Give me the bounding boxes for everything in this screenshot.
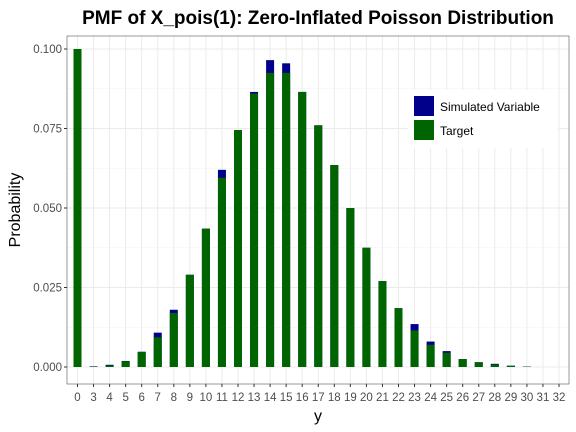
bar-target-8 [169,312,178,367]
bar-target-23 [410,330,419,367]
legend-label-target: Target [440,124,474,138]
bars [73,49,531,368]
x-tick-label: 9 [187,392,193,404]
legend: Simulated Variable Target [408,90,558,148]
bar-target-9 [185,274,194,367]
bar-target-19 [346,208,355,367]
x-tick-label: 12 [232,392,245,404]
bar-target-13 [250,93,259,368]
x-tick-label: 18 [328,392,341,404]
bar-target-15 [282,72,291,367]
x-tick-label: 26 [456,392,469,404]
x-tick-label: 28 [488,392,501,404]
x-tick-label: 21 [376,392,389,404]
y-axis-title: Probability [7,173,24,248]
y-tick-label: 0.050 [33,203,62,215]
x-tick-label: 7 [155,392,161,404]
bar-target-10 [201,228,210,367]
x-tick-label: 27 [472,392,485,404]
legend-key-target [414,120,434,140]
bar-target-0 [73,49,82,367]
x-tick-label: 13 [248,392,261,404]
bar-target-16 [298,91,307,368]
y-tick-label: 0.000 [33,362,62,374]
bar-target-11 [217,177,226,367]
x-tick-label: 14 [264,392,277,404]
bar-target-18 [330,165,339,367]
bar-target-24 [426,344,435,367]
bar-target-26 [458,359,467,367]
y-tick-label: 0.075 [33,124,62,136]
x-tick-label: 17 [312,392,325,404]
bar-target-4 [105,365,114,367]
bar-target-17 [314,125,323,367]
bar-target-7 [153,337,162,367]
x-tick-label: 15 [280,392,293,404]
x-tick-label: 0 [74,392,80,404]
x-tick-label: 5 [122,392,128,404]
bar-target-21 [378,281,387,367]
bar-target-28 [490,364,499,367]
x-axis-ticks: 0 3 4 5 6 7 8 9 10 11 12 13 14 15 16 17 18 19 20 21 22 23 24 25… [74,384,565,404]
y-axis-ticks: 0.000 0.025 0.050 0.075 0.100 [33,44,67,374]
x-tick-label: 29 [504,392,517,404]
x-tick-label: 10 [200,392,213,404]
bar-target-14 [266,72,275,367]
bar-target-29 [506,365,515,367]
bar-target-5 [121,361,130,367]
x-tick-label: 23 [408,392,421,404]
y-tick-label: 0.025 [33,283,62,295]
x-tick-label: 16 [296,392,309,404]
legend-label-simulated: Simulated Variable [440,100,540,114]
x-tick-label: 3 [90,392,96,404]
bar-target-12 [234,130,242,367]
chart-title: PMF of X_pois(1): Zero-Inflated Poisson … [82,8,554,29]
x-tick-label: 31 [537,392,550,404]
x-tick-label: 22 [392,392,405,404]
legend-key-simulated [414,96,434,116]
x-tick-label: 25 [440,392,453,404]
bar-target-6 [137,352,146,367]
bar-target-27 [474,362,483,367]
x-tick-label: 30 [521,392,534,404]
x-tick-label: 8 [171,392,177,404]
x-tick-label: 20 [360,392,373,404]
x-tick-label: 32 [553,392,566,404]
bar-target-20 [362,247,371,367]
bar-target-25 [442,352,451,367]
bar-target-22 [394,308,403,367]
x-tick-label: 11 [216,392,228,404]
x-tick-label: 4 [106,392,113,404]
x-axis-title: y [314,408,322,425]
x-tick-label: 24 [424,392,437,404]
y-tick-label: 0.100 [33,44,62,56]
x-tick-label: 6 [138,392,144,404]
x-tick-label: 19 [344,392,357,404]
